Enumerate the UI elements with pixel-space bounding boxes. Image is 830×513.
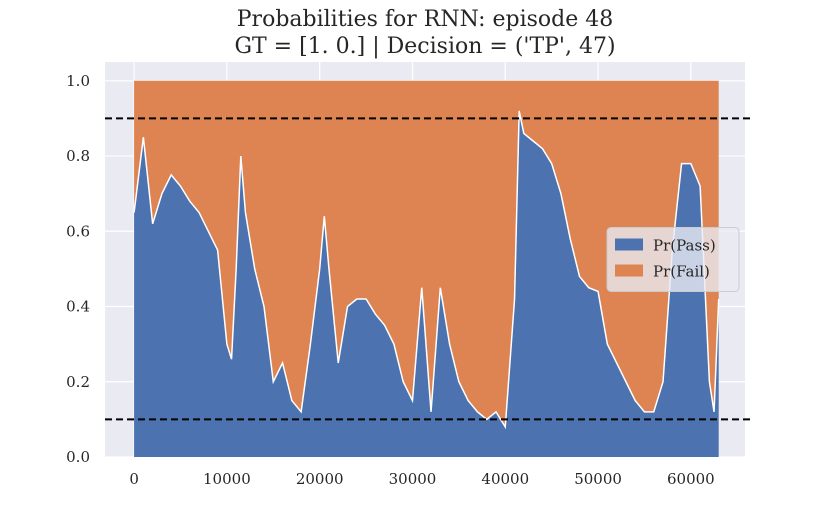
y-tick-label: 0.8 (66, 147, 90, 165)
legend-swatch (615, 264, 643, 277)
x-tick-label: 40000 (481, 470, 529, 488)
y-tick-label: 0.6 (66, 222, 90, 240)
x-tick-label: 10000 (203, 470, 251, 488)
x-tick-label: 0 (129, 470, 139, 488)
legend-swatch (615, 238, 643, 251)
x-tick-label: 30000 (389, 470, 437, 488)
chart-subtitle: GT = [1. 0.] | Decision = ('TP', 47) (234, 34, 615, 59)
legend-label: Pr(Pass) (653, 237, 716, 255)
chart-title: Probabilities for RNN: episode 48 (237, 7, 613, 32)
area (134, 110, 719, 458)
area (134, 80, 719, 427)
x-tick-label: 20000 (296, 470, 344, 488)
y-tick-label: 0.2 (66, 373, 90, 391)
boundary-line (133, 110, 720, 430)
y-tick-label: 0.4 (66, 298, 90, 316)
y-tick-label: 1.0 (66, 72, 90, 90)
legend-label: Pr(Fail) (653, 263, 710, 281)
y-tick-label: 0.0 (66, 448, 90, 466)
x-tick-label: 50000 (574, 470, 622, 488)
x-tick-label: 60000 (667, 470, 715, 488)
